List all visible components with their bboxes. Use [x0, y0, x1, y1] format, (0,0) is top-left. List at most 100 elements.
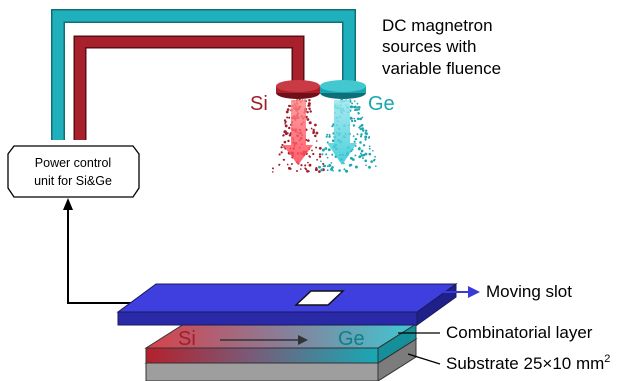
- particle-dot: [353, 117, 356, 120]
- moving-slot-plate: [116, 283, 458, 326]
- particle-dot: [300, 164, 303, 167]
- particle-dot: [350, 105, 354, 109]
- particle-dot: [289, 105, 292, 107]
- particle-dot: [361, 127, 364, 130]
- particle-dot: [307, 139, 310, 142]
- particle-dot: [359, 125, 362, 128]
- particle-dot: [331, 153, 334, 156]
- particle-dot: [308, 107, 311, 110]
- particle-dot: [362, 129, 365, 132]
- particle-dot: [326, 133, 329, 136]
- particle-dot: [321, 148, 325, 152]
- particle-dot: [290, 163, 293, 165]
- particle-dot: [284, 124, 288, 128]
- particle-dot: [310, 127, 313, 130]
- particle-dot: [312, 128, 315, 132]
- particle-dot: [356, 102, 359, 105]
- si-cable: [73, 35, 305, 140]
- particle-dot: [368, 147, 371, 150]
- particle-dot: [311, 149, 313, 152]
- particle-dot: [325, 135, 328, 138]
- particle-dot: [325, 153, 328, 156]
- particle-dot: [283, 130, 287, 134]
- particle-dot: [304, 164, 307, 167]
- particle-dot: [308, 155, 311, 158]
- substrate-label: Substrate 25×10 mm2: [446, 353, 610, 373]
- particle-dot: [318, 165, 321, 169]
- particle-dot: [359, 141, 362, 144]
- particle-dot: [323, 164, 327, 168]
- particle-dot: [373, 158, 376, 161]
- particle-dot: [368, 145, 371, 148]
- particle-dot: [367, 136, 370, 139]
- particle-dot: [315, 140, 318, 142]
- particle-dot: [309, 110, 312, 113]
- particle-dot: [360, 123, 364, 127]
- particle-dot: [312, 132, 315, 135]
- particle-dot: [280, 146, 283, 149]
- ge-magnetron-target: [320, 80, 366, 99]
- particle-dot: [314, 168, 318, 172]
- particle-dot: [318, 155, 322, 158]
- particle-dot: [271, 167, 275, 170]
- particle-dot: [331, 125, 334, 128]
- particle-dot: [359, 152, 362, 155]
- substrate-label-main: Substrate 25×10 mm: [446, 354, 604, 373]
- particle-dot: [356, 117, 360, 121]
- particle-dot: [374, 165, 377, 168]
- particle-dot: [307, 170, 310, 173]
- particle-dot: [368, 165, 371, 169]
- particle-dot: [327, 148, 331, 152]
- particle-dot: [280, 151, 283, 154]
- particle-dot: [320, 160, 322, 163]
- particle-dot: [278, 163, 281, 166]
- particle-dot: [326, 169, 329, 172]
- particle-dot: [314, 123, 317, 127]
- particle-dot: [299, 168, 302, 170]
- particle-dot: [364, 152, 368, 156]
- particle-dot: [284, 122, 286, 125]
- gradient-direction-arrow: [220, 335, 308, 345]
- power-unit-line2: unit for Si&Ge: [34, 174, 112, 188]
- particle-dot: [286, 116, 289, 119]
- particle-dot: [364, 159, 368, 163]
- particle-dot: [361, 116, 364, 119]
- particle-dot: [364, 129, 368, 133]
- particle-dot: [331, 166, 334, 169]
- particle-dot: [316, 158, 318, 161]
- particle-dot: [352, 124, 356, 127]
- particle-dot: [354, 154, 357, 157]
- particle-dot: [328, 163, 332, 167]
- particle-dot: [358, 155, 362, 159]
- particle-dot: [354, 109, 357, 112]
- particle-dot: [343, 162, 345, 165]
- particle-dot: [358, 146, 361, 149]
- particle-dot: [364, 135, 368, 139]
- particle-dot: [308, 163, 312, 167]
- particle-dot: [287, 166, 291, 170]
- particle-dot: [308, 99, 311, 102]
- particle-dot: [374, 155, 376, 158]
- particle-dot: [362, 157, 364, 160]
- particle-dot: [359, 135, 363, 138]
- particle-dot: [307, 161, 309, 164]
- particle-dot: [283, 119, 287, 122]
- particle-dot: [338, 169, 341, 172]
- sources-label-line1: DC magnetron: [382, 16, 493, 35]
- particle-dot: [354, 165, 358, 169]
- particle-dot: [348, 164, 352, 167]
- particle-dot: [351, 102, 354, 105]
- particle-dot: [328, 135, 331, 138]
- ge-cable: [51, 9, 356, 140]
- particle-dot: [368, 152, 372, 156]
- particle-dot: [328, 133, 331, 136]
- moving-slot-arrow: [440, 286, 480, 298]
- particle-dot: [315, 131, 319, 135]
- particle-dot: [365, 132, 368, 135]
- particle-dot: [306, 169, 309, 173]
- combinatorial-layer-label: Combinatorial layer: [446, 323, 593, 342]
- slot-window: [294, 290, 345, 306]
- particle-dot: [286, 108, 290, 111]
- particle-dot: [332, 169, 334, 172]
